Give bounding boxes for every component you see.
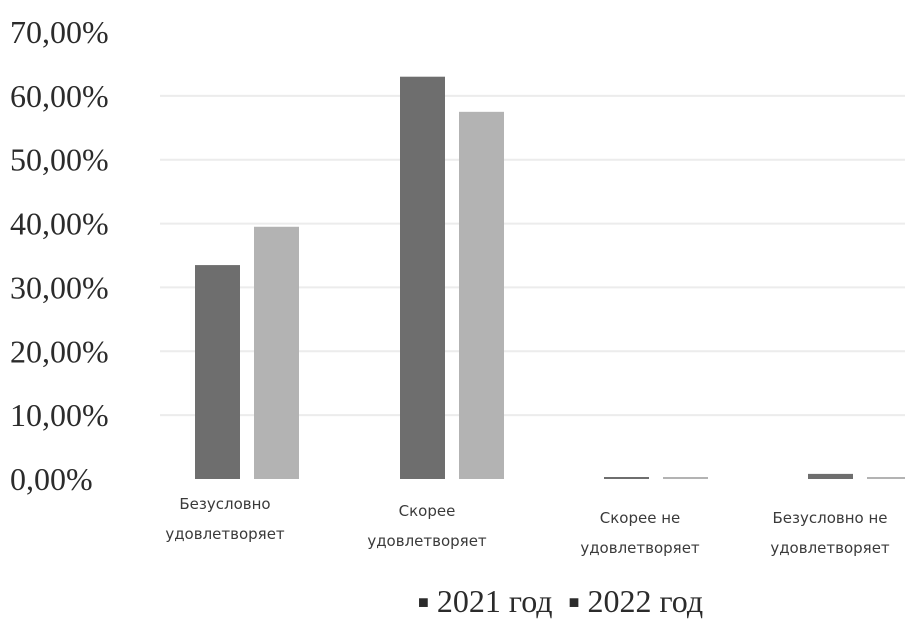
bar-2022-год-2 bbox=[663, 477, 708, 479]
category-label: Безусловно удовлетворяет bbox=[165, 495, 285, 543]
y-tick-label: 10,00% bbox=[10, 397, 109, 433]
category-label: Скорее удовлетворяет bbox=[367, 502, 487, 550]
legend-swatch-2022: ■ bbox=[568, 592, 580, 612]
bar-2022-год-1 bbox=[459, 111, 504, 480]
category-labels: Безусловно удовлетворяет Скорее удовлетворя… bbox=[165, 495, 890, 557]
legend: ■ 2021 год ■ 2022 год bbox=[418, 585, 711, 617]
bar-2021-год-1 bbox=[400, 76, 445, 479]
bar-2021-год-3 bbox=[808, 473, 853, 479]
category-label: Безусловно не удовлетворяет bbox=[770, 509, 890, 557]
bar-2022-год-3 bbox=[867, 477, 905, 479]
legend-label-2021: 2021 год bbox=[436, 583, 553, 619]
legend-swatch-2021: ■ bbox=[418, 592, 429, 612]
bar-2021-год-2 bbox=[604, 477, 649, 479]
y-tick-label: 0,00% bbox=[10, 461, 93, 497]
bars bbox=[195, 76, 905, 480]
y-tick-label: 50,00% bbox=[10, 142, 109, 178]
y-tick-label: 40,00% bbox=[10, 206, 109, 242]
category-label: Скорее не удовлетворяет bbox=[580, 509, 700, 557]
bar-2021-год-0 bbox=[195, 265, 240, 479]
y-tick-label: 70,00% bbox=[10, 14, 109, 50]
y-tick-label: 20,00% bbox=[10, 333, 109, 369]
y-axis-ticks: 0,00% 10,00% 20,00% 30,00% 40,00% 50,00% 60,00… bbox=[10, 14, 109, 497]
y-tick-label: 30,00% bbox=[10, 269, 109, 305]
legend-label-2022: 2022 год bbox=[587, 583, 704, 619]
y-tick-label: 60,00% bbox=[10, 78, 109, 114]
bar-2022-год-0 bbox=[254, 226, 299, 479]
